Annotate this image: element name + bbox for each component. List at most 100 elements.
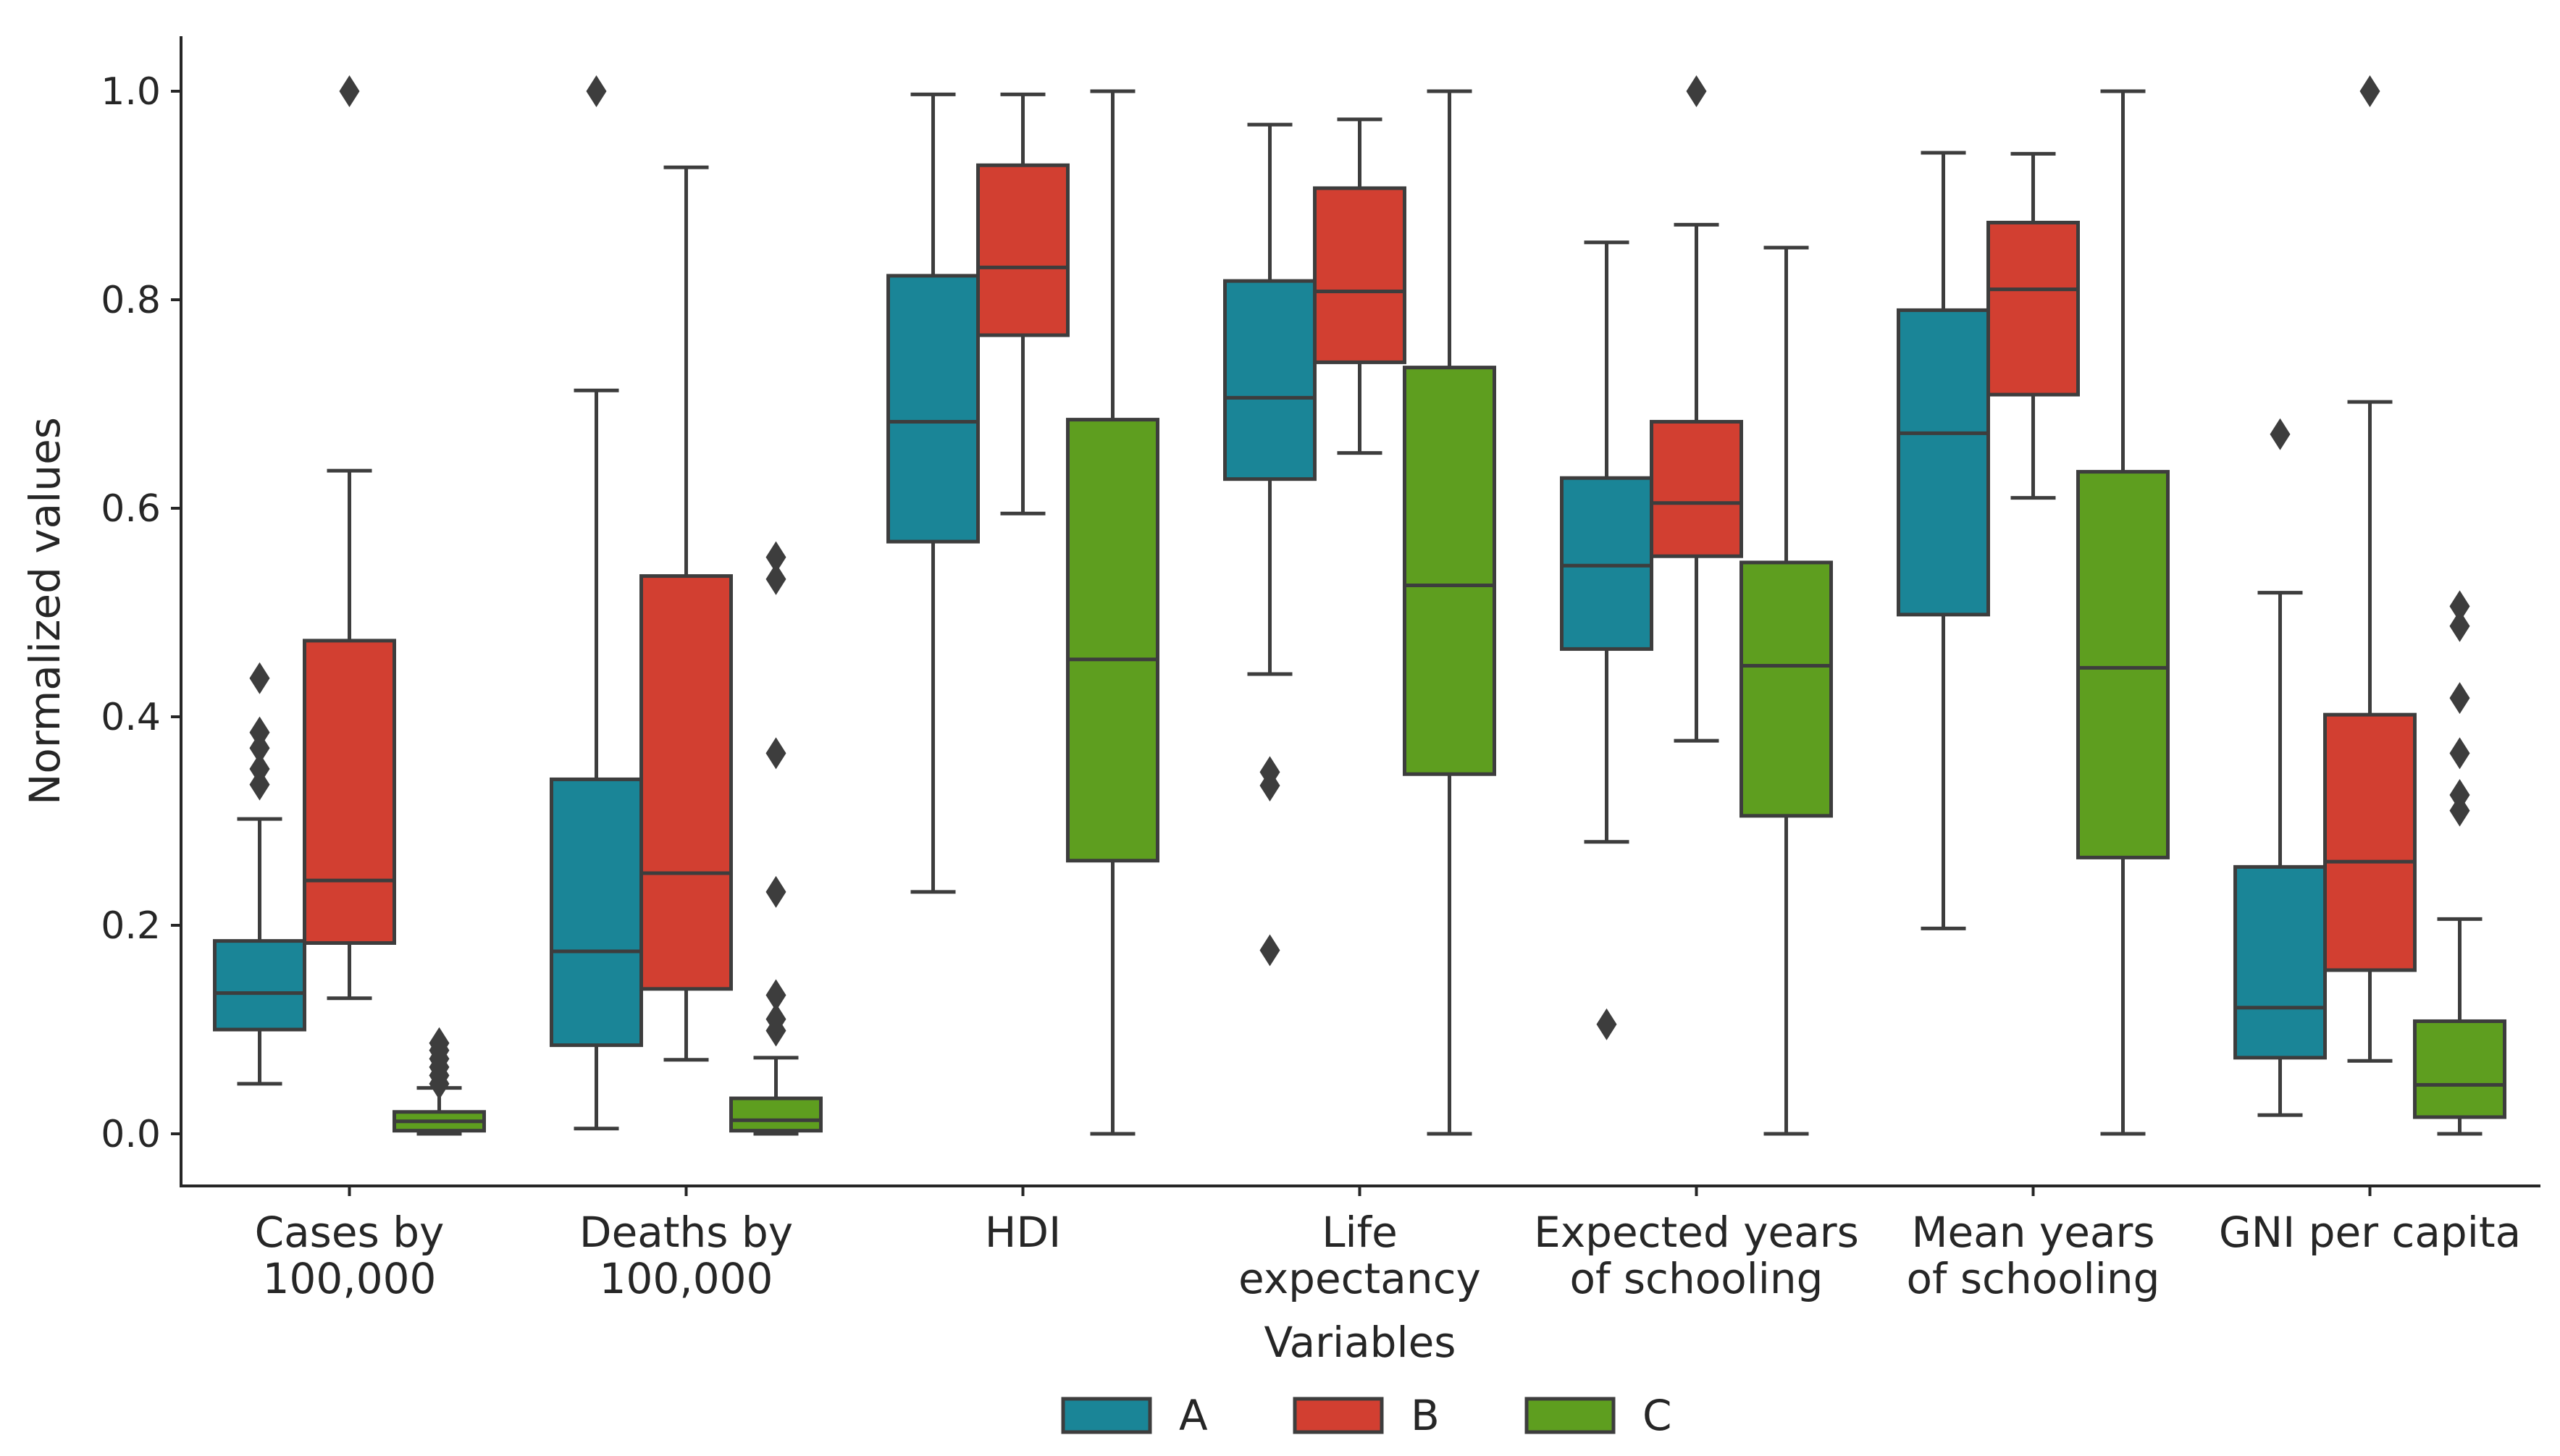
outlier-point xyxy=(2449,779,2470,811)
legend-label-B: B xyxy=(1411,1391,1440,1440)
x-tick-label-line: Cases by xyxy=(255,1208,445,1257)
box-A-1 xyxy=(213,662,306,1086)
legend: A B C xyxy=(1061,1391,1672,1440)
x-tick-label-line: 100,000 xyxy=(263,1254,437,1303)
outlier-point xyxy=(2449,590,2470,623)
x-tick-label: HDI xyxy=(985,1208,1061,1257)
outlier-point xyxy=(1259,934,1280,967)
box-iqr xyxy=(2323,712,2417,972)
x-tick-label: Expected years of schooling xyxy=(1534,1208,1859,1303)
box-C-4 xyxy=(1403,89,1496,1136)
box-iqr xyxy=(1223,279,1317,481)
box-A-6 xyxy=(1897,151,1990,930)
x-tick-label: Cases by 100,000 xyxy=(255,1208,445,1303)
outlier-point xyxy=(2270,418,2291,450)
box-iqr xyxy=(1650,419,1743,558)
legend-patch-A xyxy=(1061,1397,1152,1434)
box-iqr xyxy=(1560,476,1653,651)
x-tick-label-line: GNI per capita xyxy=(2219,1208,2521,1257)
plot-area xyxy=(213,75,2506,1136)
box-iqr xyxy=(639,574,733,991)
x-tick-label-line: Life xyxy=(1322,1208,1398,1257)
y-tick-label: 0.0 xyxy=(101,1113,161,1156)
box-A-7 xyxy=(2233,418,2327,1117)
box-B-7 xyxy=(2323,75,2417,1063)
box-iqr xyxy=(1313,186,1406,364)
outlier-point xyxy=(2359,75,2380,107)
box-C-1 xyxy=(393,1027,486,1136)
legend-patch-B xyxy=(1293,1397,1384,1434)
box-A-3 xyxy=(886,92,980,894)
box-iqr xyxy=(2233,864,2327,1060)
box-C-6 xyxy=(2076,89,2170,1136)
x-tick-label-line: Mean years xyxy=(1911,1208,2154,1257)
box-iqr xyxy=(303,639,396,945)
x-tick-label-line: HDI xyxy=(985,1208,1061,1257)
x-tick-label-line: of schooling xyxy=(1570,1254,1824,1303)
box-iqr xyxy=(886,274,980,544)
legend-label-C: C xyxy=(1642,1391,1672,1440)
y-tick-label: 0.4 xyxy=(101,696,161,739)
box-B-1 xyxy=(303,75,396,1001)
outlier-point xyxy=(765,875,786,908)
legend-patch-C xyxy=(1524,1397,1616,1434)
box-C-2 xyxy=(729,541,823,1136)
outlier-point xyxy=(2449,610,2470,642)
box-iqr xyxy=(550,777,643,1048)
y-tick-label: 0.2 xyxy=(101,904,161,948)
box-iqr xyxy=(1986,220,2080,397)
outlier-point xyxy=(765,563,786,595)
x-tick-label: Life expectancy xyxy=(1238,1208,1481,1303)
x-tick-label-line: Deaths by xyxy=(579,1208,793,1257)
x-tick-label-line: of schooling xyxy=(1907,1254,2160,1303)
outlier-point xyxy=(765,979,786,1011)
x-tick-label: Deaths by 100,000 xyxy=(579,1208,793,1303)
box-iqr xyxy=(1739,560,1833,818)
box-B-5 xyxy=(1650,75,1743,743)
outlier-point xyxy=(1259,756,1280,788)
box-iqr xyxy=(2413,1019,2506,1119)
box-iqr xyxy=(1403,366,1496,776)
x-tick-label: GNI per capita xyxy=(2219,1208,2521,1257)
outlier-point xyxy=(249,753,270,785)
outlier-point xyxy=(249,662,270,694)
outlier-point xyxy=(2449,682,2470,715)
box-C-7 xyxy=(2413,590,2506,1136)
x-tick-label-line: expectancy xyxy=(1238,1254,1481,1303)
outlier-point xyxy=(765,1003,786,1035)
outlier-point xyxy=(1686,75,1707,107)
box-C-5 xyxy=(1739,245,1833,1136)
outlier-point xyxy=(765,541,786,573)
box-iqr xyxy=(976,163,1070,337)
outlier-point xyxy=(2449,737,2470,770)
x-tick-label: Mean years of schooling xyxy=(1907,1208,2160,1303)
y-axis-title: Normalized values xyxy=(20,417,70,805)
box-A-5 xyxy=(1560,240,1653,1040)
outlier-point xyxy=(765,737,786,770)
y-tick-label: 1.0 xyxy=(101,70,161,114)
box-iqr xyxy=(213,939,306,1032)
x-tick-label-line: Expected years xyxy=(1534,1208,1859,1257)
box-A-4 xyxy=(1223,122,1317,967)
x-axis-title: Variables xyxy=(1264,1318,1456,1367)
box-B-4 xyxy=(1313,117,1406,455)
box-iqr xyxy=(2076,470,2170,859)
y-ticks: 0.0 0.2 0.4 0.6 0.8 1.0 xyxy=(101,70,181,1156)
outlier-point xyxy=(586,75,607,107)
box-iqr xyxy=(1897,308,1990,617)
box-iqr xyxy=(1066,418,1159,863)
box-B-3 xyxy=(976,92,1070,516)
outlier-point xyxy=(1596,1008,1617,1040)
y-tick-label: 0.6 xyxy=(101,487,161,531)
box-B-6 xyxy=(1986,151,2080,500)
outlier-point xyxy=(249,716,270,749)
outlier-point xyxy=(429,1027,450,1059)
box-iqr xyxy=(729,1096,823,1133)
box-B-2 xyxy=(639,165,733,1062)
box-C-3 xyxy=(1066,89,1159,1136)
legend-label-A: A xyxy=(1179,1391,1208,1440)
outlier-point xyxy=(339,75,360,107)
y-tick-label: 0.8 xyxy=(101,279,161,322)
